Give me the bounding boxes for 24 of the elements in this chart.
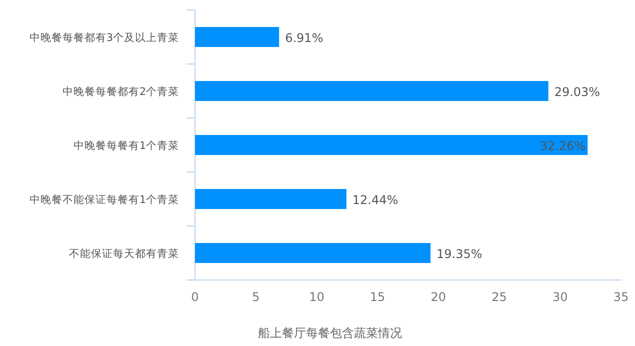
x-tick-label: 30	[552, 290, 568, 304]
bar	[195, 27, 280, 47]
data-label: 6.91%	[285, 31, 324, 45]
data-label: 12.44%	[352, 193, 398, 207]
x-tick-label: 15	[370, 290, 386, 304]
y-tick-label: 不能保证每天都有青菜	[69, 247, 179, 260]
x-tick-label: 25	[492, 290, 507, 304]
x-tick-label: 0	[191, 290, 199, 304]
y-tick-label: 中晚餐不能保证每餐有1个青菜	[29, 193, 179, 206]
x-tick-label: 35	[613, 290, 629, 304]
y-tick-label: 中晚餐每餐都有3个及以上青菜	[29, 31, 179, 44]
x-tick-label: 5	[252, 290, 260, 304]
data-label: 19.35%	[436, 247, 482, 261]
data-label: 29.03%	[554, 85, 600, 99]
text: 船上餐厅每餐包含蔬菜情况	[258, 326, 402, 340]
y-tick-label: 中晚餐每餐有1个青菜	[73, 139, 179, 152]
bar	[195, 135, 588, 155]
y-tick-label: 中晚餐每餐都有2个青菜	[62, 85, 179, 98]
data-label: 32.26%	[540, 139, 586, 153]
bar	[195, 81, 548, 101]
x-tick-label: 10	[309, 290, 324, 304]
bar	[195, 189, 346, 209]
bar	[195, 243, 431, 263]
x-tick-label: 20	[430, 290, 446, 304]
